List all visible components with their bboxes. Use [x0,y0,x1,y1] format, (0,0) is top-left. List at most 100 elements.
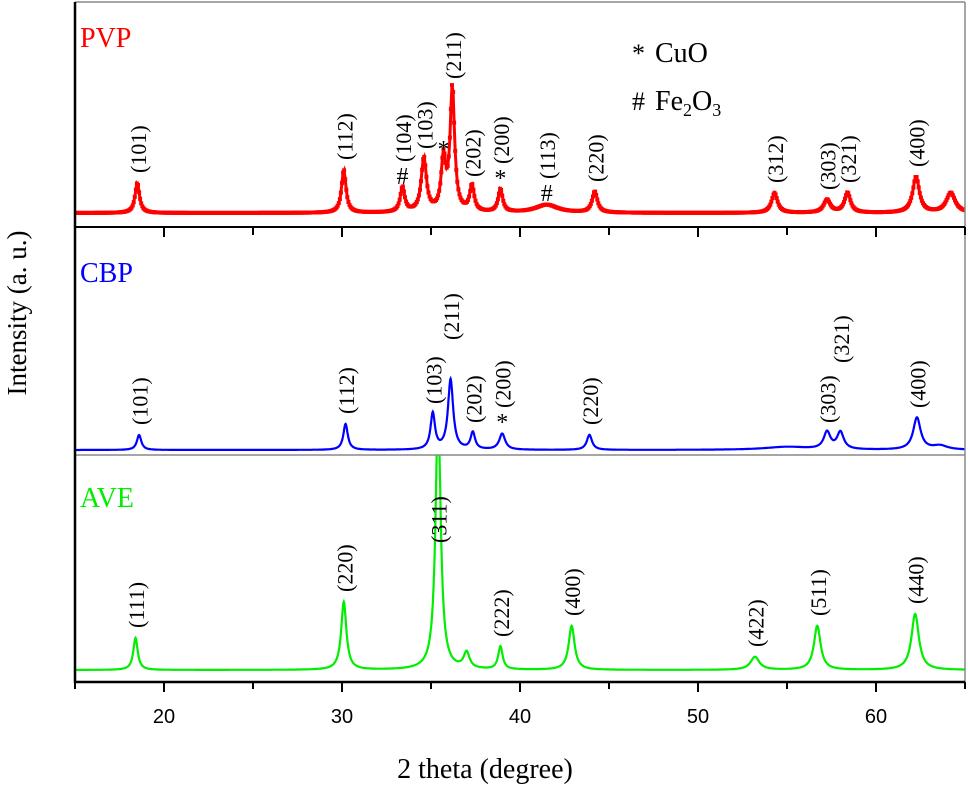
pvp-data-point [589,198,594,203]
pvp-data-point [454,167,459,172]
peak-label: (511) [806,569,831,616]
pvp-data-point [909,195,914,200]
pvp-data-point [335,203,340,208]
pvp-data-point [914,175,919,179]
pvp-data-point [447,135,452,140]
pvp-data-point [473,198,478,203]
peak-label: (400) [560,568,585,616]
pvp-data-point [442,151,447,156]
pvp-data-point [470,182,475,187]
pvp-data-point [908,199,913,204]
pvp-data-point [502,202,507,207]
peak-label: (400) [905,119,930,167]
pvp-data-point [423,163,428,168]
pvp-data-point [342,168,347,173]
pvp-data-point [911,185,916,190]
pvp-data-point [768,202,773,207]
pvp-data-point [414,200,419,204]
peak-label: (400) [905,360,930,408]
pvp-data-point [471,187,476,192]
peak-label: (101) [128,377,153,425]
pvp-data-point [443,160,448,165]
pvp-data-point [494,201,499,206]
pvp-data-point [918,195,923,200]
pvp-data-point [944,198,949,203]
peak-label: (220) [578,377,603,425]
peak-label: (111) [124,582,149,628]
pvp-data-point [915,179,920,184]
pvp-data-point [404,199,409,204]
pvp-data-point [403,195,407,200]
pvp-data-point [455,179,460,184]
pvp-data-point [594,192,599,197]
pvp-data-point [341,170,346,175]
ave-series-line [75,455,965,672]
peak-label: (103) [412,101,437,149]
pvp-data-point [467,194,472,199]
legend-symbol: # [632,87,645,116]
pvp-data-point [422,155,427,159]
peak-label: (303) [816,375,841,423]
panel-cbp [75,375,965,452]
peak-label: (202) [460,129,485,177]
peak-label: (104) [391,114,416,162]
phase-marker: # [397,164,409,190]
pvp-data-point [917,191,922,196]
pvp-data-point [398,192,403,196]
peak-label: (311) [427,496,452,543]
pvp-data-point [468,189,473,193]
pvp-data-point [416,193,421,198]
pvp-data-point [419,179,423,184]
peak-label: (220) [583,134,608,182]
peak-label: (202) [461,375,486,423]
pvp-data-point [912,179,917,184]
pvp-data-point [952,195,956,200]
pvp-data-point [595,197,600,202]
pvp-data-point [472,194,477,199]
peak-label: (422) [744,599,769,647]
pvp-data-point [425,184,430,189]
peak-label: (440) [904,556,929,604]
phase-marker: * [496,410,508,436]
pvp-data-point [497,191,501,196]
panel-label-ave: AVE [80,483,134,514]
pvp-data-point [848,198,853,203]
peak-label: (103) [421,356,446,404]
peak-label: (321) [836,135,861,183]
x-tick-label: 20 [153,706,175,728]
peak-label: (220) [332,544,357,592]
pvp-data-point [446,154,451,159]
phase-marker: * [437,137,449,163]
peak-label: (112) [332,113,357,160]
legend-label-cuo: CuO [655,38,708,69]
pvp-data-point [400,184,405,189]
pvp-data-point [493,203,498,208]
pvp-data-point [822,200,827,205]
pvp-data-point [420,167,425,172]
pvp-data-point [916,185,921,190]
pvp-data-point [340,180,344,185]
legend: * CuO # Fe2O3 [632,38,721,120]
pvp-data-point [591,194,595,199]
pvp-data-point [132,194,137,199]
peak-label: (113) [535,132,560,179]
pvp-data-point [138,196,143,201]
pvp-data-point [139,201,144,206]
peak-label: (200) [491,360,516,408]
pvp-data-point [336,201,341,206]
pvp-data-point [129,205,134,210]
pvp-data-point [452,120,457,125]
pvp-data-point [343,177,348,182]
pvp-data-point [338,190,343,195]
legend-symbol: * [632,39,645,68]
pvp-data-point [962,208,965,213]
panel-label-cbp: CBP [80,258,133,289]
pvp-data-point [587,204,592,209]
panel-ave [75,455,965,672]
pvp-data-point [396,201,401,206]
pvp-data-point [495,197,500,202]
pvp-data-point [130,203,135,208]
pvp-data-point [337,197,342,202]
peak-label: (101) [126,125,151,173]
